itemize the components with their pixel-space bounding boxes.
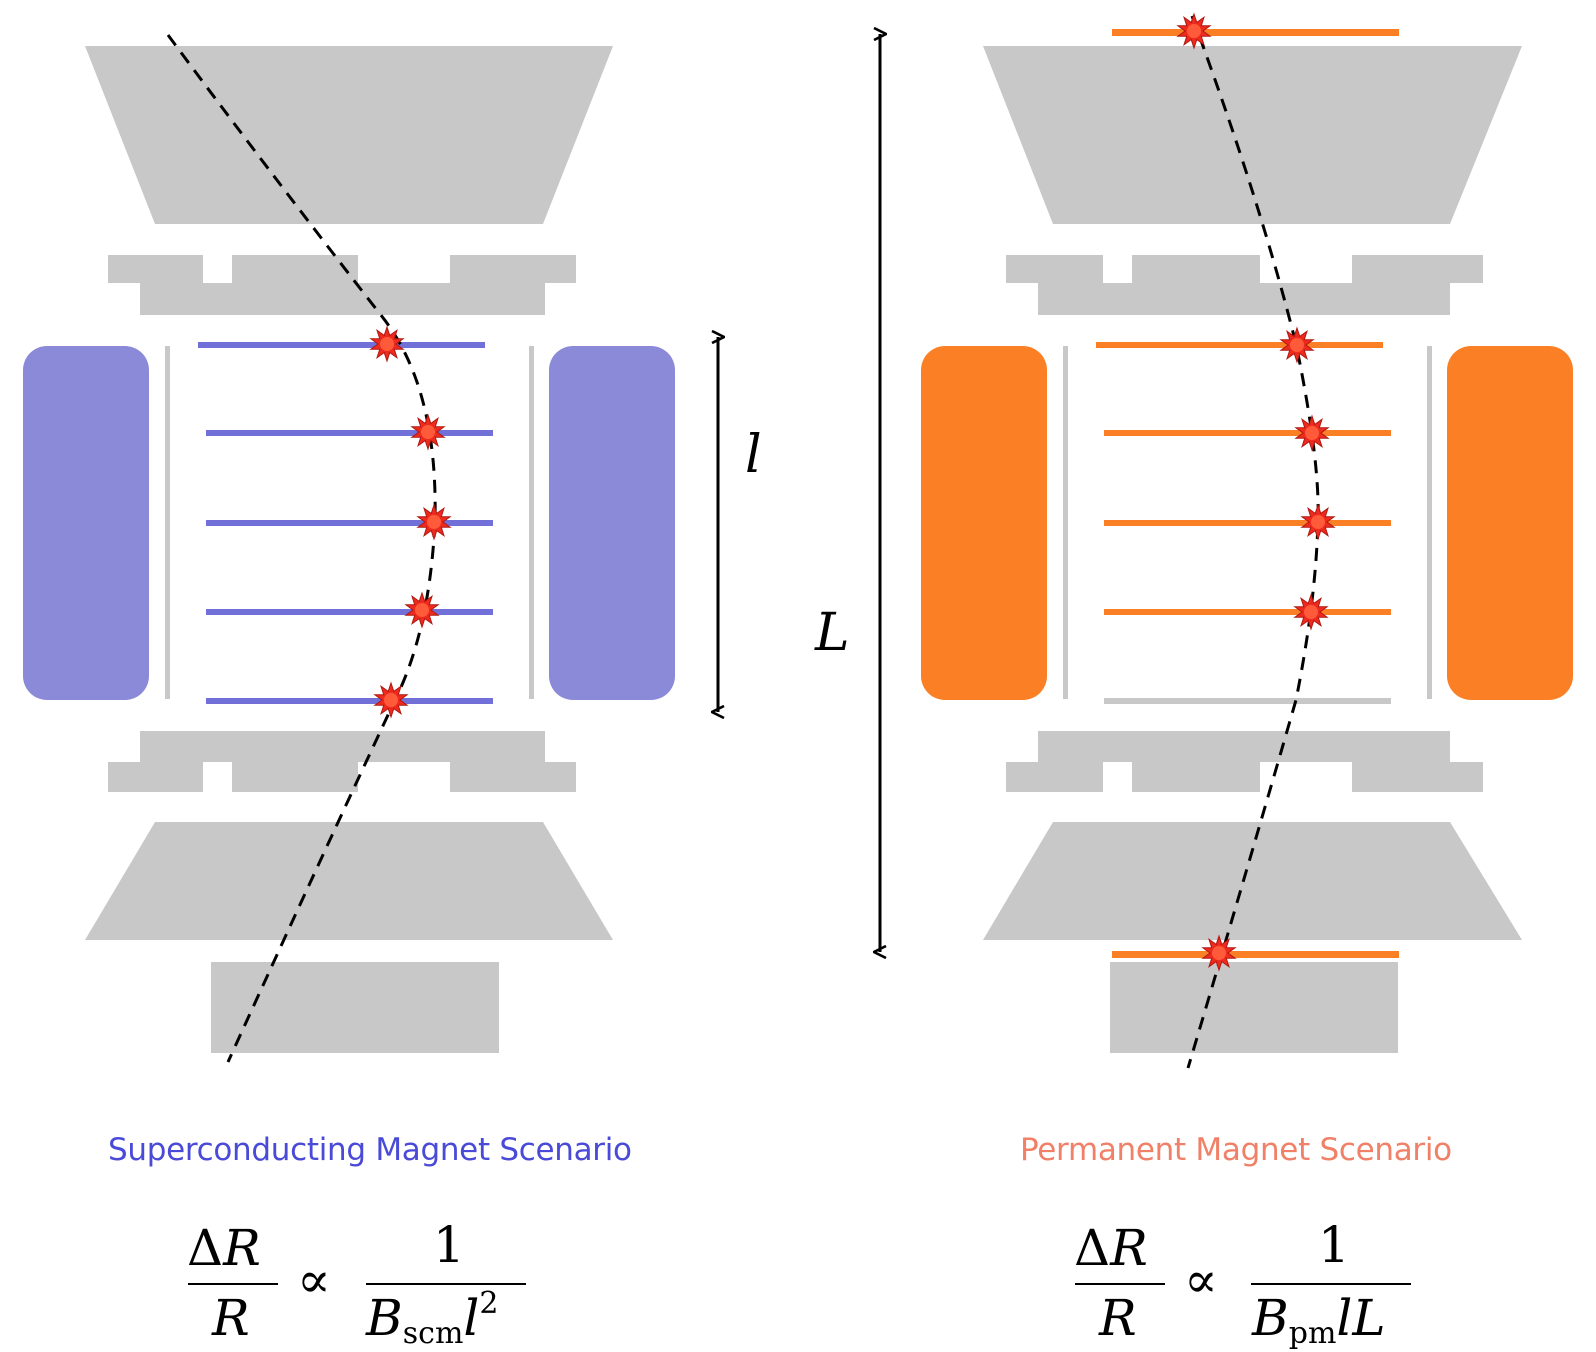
- left-upper-crenellated-plate: [108, 255, 576, 315]
- rhs-capital-l: L: [1351, 1289, 1385, 1347]
- left-tracker-layer: [206, 430, 493, 436]
- right-bottom-block: [1110, 962, 1398, 1053]
- right-tracker-layer-inactive: [1104, 698, 1391, 704]
- rhs-l: l: [463, 1289, 479, 1347]
- hit-marker: [1176, 12, 1212, 50]
- right-detector: [921, 12, 1573, 1069]
- rhs-numerator-one: 1: [1318, 1216, 1350, 1274]
- denominator-r: R: [1098, 1289, 1137, 1347]
- left-magnet-coil-right: [549, 346, 675, 700]
- rhs-numerator-one: 1: [433, 1216, 465, 1274]
- rhs-l: l: [1336, 1289, 1352, 1347]
- left-hit-markers: [369, 325, 452, 719]
- left-inner-wall-right: [529, 346, 534, 699]
- right-outer-layer-top: [1112, 29, 1399, 36]
- right-bottom-endcap: [983, 822, 1522, 940]
- right-tracker-layer: [1104, 520, 1391, 526]
- hit-marker: [1201, 934, 1237, 972]
- left-tracker-layer: [206, 698, 493, 704]
- rhs-subscript: scm: [403, 1316, 464, 1351]
- right-outer-layer-bottom: [1112, 951, 1399, 958]
- delta-symbol: Δ: [187, 1219, 223, 1277]
- left-tracker-layer: [206, 609, 493, 615]
- left-formula: ΔR R ∝ 1 Bscml2: [187, 1216, 526, 1351]
- proportional-symbol: ∝: [297, 1251, 331, 1309]
- right-tracker-layer: [1104, 430, 1391, 436]
- left-length-label: l: [745, 425, 762, 485]
- left-lower-crenellated-plate: [108, 731, 576, 792]
- right-inner-wall-right: [1427, 346, 1432, 699]
- rhs-subscript: pm: [1289, 1316, 1337, 1351]
- right-fraction-bar: [1075, 1283, 1165, 1285]
- left-inner-wall-left: [165, 346, 170, 699]
- hit-marker: [1279, 326, 1315, 364]
- rhs-power: 2: [479, 1286, 498, 1321]
- left-bottom-block: [211, 962, 499, 1053]
- right-hit-markers: [1176, 12, 1336, 972]
- hit-marker: [1300, 503, 1336, 541]
- proportional-symbol: ∝: [1184, 1251, 1218, 1309]
- right-magnet-coil-right: [1447, 346, 1573, 700]
- hit-marker: [1294, 414, 1330, 452]
- hit-marker: [416, 503, 452, 541]
- left-magnet-coil-left: [23, 346, 149, 700]
- right-upper-crenellated-plate: [1006, 255, 1483, 315]
- rhs-b: B: [365, 1289, 403, 1347]
- right-scenario-caption: Permanent Magnet Scenario: [1020, 1132, 1452, 1168]
- right-tracker-layer: [1096, 342, 1383, 348]
- right-formula: ΔR R ∝ 1 BpmlL: [1074, 1216, 1411, 1351]
- right-magnet-coil-left: [921, 346, 1047, 700]
- left-top-endcap: [85, 46, 613, 224]
- svg-text:ΔR: ΔR: [1074, 1219, 1148, 1277]
- hit-marker: [404, 591, 440, 629]
- left-scenario-caption: Superconducting Magnet Scenario: [108, 1132, 632, 1168]
- denominator-r: R: [211, 1289, 250, 1347]
- left-tracker-layer: [206, 520, 493, 526]
- delta-symbol: Δ: [1074, 1219, 1110, 1277]
- left-detector: l: [23, 34, 762, 1063]
- svg-text:Bscml2: Bscml2: [365, 1286, 499, 1351]
- right-tracker-layer: [1104, 609, 1391, 615]
- left-tracker-layer: [198, 342, 485, 348]
- hit-marker: [1293, 593, 1329, 631]
- hit-marker: [369, 325, 405, 363]
- left-bottom-endcap: [85, 822, 613, 940]
- right-inner-wall-left: [1063, 346, 1068, 699]
- numerator-r: R: [1109, 1219, 1148, 1277]
- svg-text:BpmlL: BpmlL: [1251, 1289, 1386, 1351]
- left-fraction-bar: [188, 1283, 278, 1285]
- right-top-endcap: [983, 46, 1522, 224]
- numerator-r: R: [222, 1219, 261, 1277]
- right-rhs-fraction-bar: [1251, 1283, 1411, 1285]
- hit-marker: [373, 681, 409, 719]
- svg-text:ΔR: ΔR: [187, 1219, 261, 1277]
- right-lower-crenellated-plate: [1006, 731, 1483, 792]
- hit-marker: [410, 413, 446, 451]
- overall-length-label: L: [814, 603, 850, 663]
- rhs-b: B: [1251, 1289, 1289, 1347]
- left-rhs-fraction-bar: [366, 1283, 526, 1285]
- left-particle-track: [166, 34, 437, 1063]
